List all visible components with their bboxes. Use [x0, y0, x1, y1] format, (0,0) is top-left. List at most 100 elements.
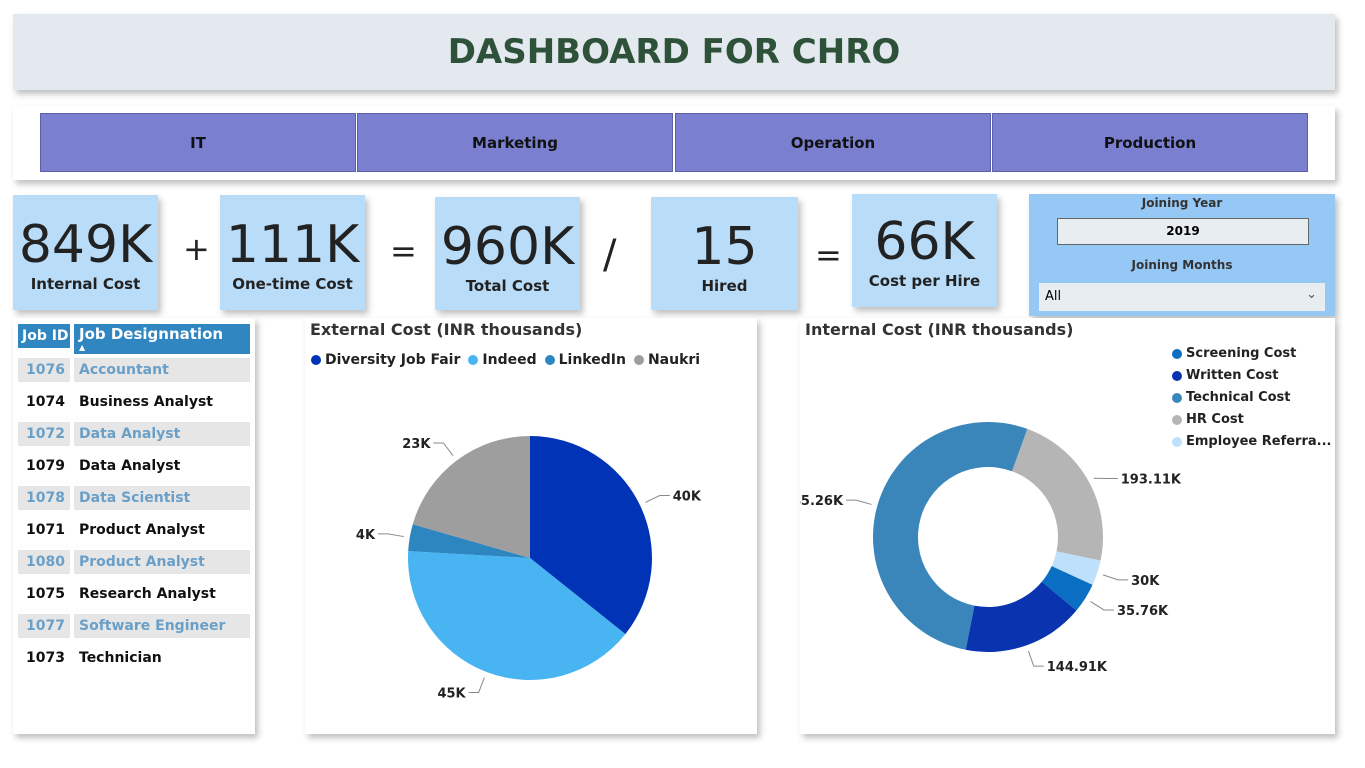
data-label: 144.91K	[1047, 660, 1108, 675]
dept-button-production[interactable]: Production	[992, 113, 1308, 172]
legend-item[interactable]: Naukri	[633, 352, 701, 368]
kpi-value: 111K	[225, 215, 360, 275]
dept-button-marketing[interactable]: Marketing	[357, 113, 673, 172]
header-label: Job Designnation	[79, 325, 224, 343]
dept-button-it[interactable]: IT	[40, 113, 356, 172]
header-job-designation[interactable]: Job Designnation ▲	[74, 324, 250, 354]
slice-screening-cost[interactable]	[1041, 566, 1093, 611]
joining-year-button[interactable]: 2019	[1057, 218, 1309, 245]
slice-hr-cost[interactable]	[1011, 428, 1103, 561]
kpi-value: 15	[691, 217, 758, 277]
leader-line	[1102, 574, 1129, 581]
leader-line	[1027, 650, 1044, 667]
table-row[interactable]: 1077 Software Engineer	[18, 614, 250, 638]
legend-label: Employee Referra...	[1186, 434, 1332, 449]
data-label: 445.26K	[800, 494, 844, 509]
job-designation-cell: Product Analyst	[74, 550, 250, 574]
job-id-cell: 1079	[18, 454, 70, 478]
job-id-cell: 1077	[18, 614, 70, 638]
kpi-value: 66K	[874, 212, 975, 272]
data-label: 30K	[1131, 574, 1160, 589]
internal-cost-donut: 193.11K 30K 35.76K 144.91K 445.26K	[800, 421, 1182, 675]
slice-linkedin[interactable]	[408, 524, 530, 558]
legend-item[interactable]: LinkedIn	[544, 352, 626, 368]
kpi-value: 849K	[18, 215, 153, 275]
job-designation-cell: Product Analyst	[74, 518, 250, 542]
legend-dot-icon	[468, 355, 479, 365]
joining-months-dropdown[interactable]: All ⌄	[1039, 283, 1325, 311]
joining-months-label: Joining Months	[1131, 258, 1233, 272]
slice-employee-referra-[interactable]	[1051, 551, 1101, 585]
table-row[interactable]: 1075 Research Analyst	[18, 582, 250, 606]
dept-button-operation[interactable]: Operation	[675, 113, 991, 172]
dropdown-value: All	[1045, 289, 1062, 304]
legend-dot-icon	[1172, 414, 1182, 425]
kpi-total-cost: 960K Total Cost	[435, 197, 580, 310]
legend-dot-icon	[1172, 392, 1182, 403]
legend-item[interactable]: Employee Referra...	[1172, 434, 1331, 449]
kpi-cost-per-hire: 66K Cost per Hire	[852, 194, 997, 307]
job-id-cell: 1080	[18, 550, 70, 574]
slice-naukri[interactable]	[412, 436, 530, 558]
job-designation-cell: Technician	[74, 646, 250, 670]
external-cost-pie: 40K 45K 4K 23K	[356, 436, 702, 702]
legend-item[interactable]: Diversity Job Fair	[311, 352, 460, 368]
kpi-label: Internal Cost	[30, 275, 141, 293]
table-row[interactable]: 1076 Accountant	[18, 358, 250, 382]
kpi-hired: 15 Hired	[651, 197, 798, 310]
job-designation-cell: Research Analyst	[74, 582, 250, 606]
data-label: 4K	[356, 528, 376, 543]
slice-written-cost[interactable]	[965, 581, 1077, 652]
leader-line	[846, 499, 872, 505]
table-row[interactable]: 1071 Product Analyst	[18, 518, 250, 542]
legend-dot-icon	[1172, 348, 1182, 359]
table-row[interactable]: 1079 Data Analyst	[18, 454, 250, 478]
internal-cost-panel: Internal Cost (INR thousands) 193.11K 30K…	[800, 318, 1335, 734]
legend-item[interactable]: Screening Cost	[1172, 346, 1331, 361]
page-title: DASHBOARD FOR CHRO	[13, 14, 1335, 90]
legend-label: HR Cost	[1186, 412, 1244, 427]
legend-item[interactable]: Technical Cost	[1172, 390, 1331, 405]
legend-label: Screening Cost	[1186, 346, 1297, 361]
chevron-down-icon: ⌄	[1306, 287, 1317, 302]
slice-indeed[interactable]	[408, 551, 626, 680]
divide-operator: /	[603, 232, 617, 278]
table-row[interactable]: 1072 Data Analyst	[18, 422, 250, 446]
legend-dot-icon	[1172, 370, 1182, 381]
legend-item[interactable]: Written Cost	[1172, 368, 1331, 383]
table-row[interactable]: 1074 Business Analyst	[18, 390, 250, 414]
kpi-label: Cost per Hire	[868, 272, 981, 290]
job-designation-cell: Business Analyst	[74, 390, 250, 414]
chart-legend: Screening Cost Written Cost Technical Cost…	[1172, 346, 1332, 449]
job-id-cell: 1071	[18, 518, 70, 542]
legend-label: Diversity Job Fair	[325, 352, 461, 368]
legend-label: Naukri	[647, 352, 701, 368]
leader-line	[468, 677, 485, 694]
job-designation-cell: Data Scientist	[74, 486, 250, 510]
job-id-cell: 1072	[18, 422, 70, 446]
chart-title: External Cost (INR thousands)	[310, 320, 583, 339]
leader-line	[433, 442, 454, 457]
date-slicers: Joining Year 2019 Joining Months All ⌄	[1029, 194, 1335, 316]
table-row[interactable]: 1080 Product Analyst	[18, 550, 250, 574]
data-label: 40K	[673, 490, 702, 505]
table-row[interactable]: 1078 Data Scientist	[18, 486, 250, 510]
job-id-cell: 1074	[18, 390, 70, 414]
legend-dot-icon	[544, 355, 555, 365]
legend-dot-icon	[311, 355, 321, 365]
leader-line	[1090, 601, 1114, 611]
plus-operator: +	[183, 230, 210, 268]
legend-item[interactable]: HR Cost	[1172, 412, 1331, 427]
header-job-id[interactable]: Job ID	[18, 324, 70, 348]
job-id-cell: 1078	[18, 486, 70, 510]
table-row[interactable]: 1073 Technician	[18, 646, 250, 670]
department-slicer: IT Marketing Operation Production	[13, 106, 1335, 180]
legend-item[interactable]: Indeed	[468, 352, 537, 368]
slice-technical-cost[interactable]	[872, 421, 1028, 650]
leader-line	[378, 533, 404, 538]
job-id-cell: 1073	[18, 646, 70, 670]
legend-dot-icon	[633, 355, 644, 365]
slice-diversity-job-fair[interactable]	[530, 436, 652, 635]
kpi-label: Total Cost	[465, 277, 550, 295]
legend-label: Indeed	[482, 352, 537, 368]
